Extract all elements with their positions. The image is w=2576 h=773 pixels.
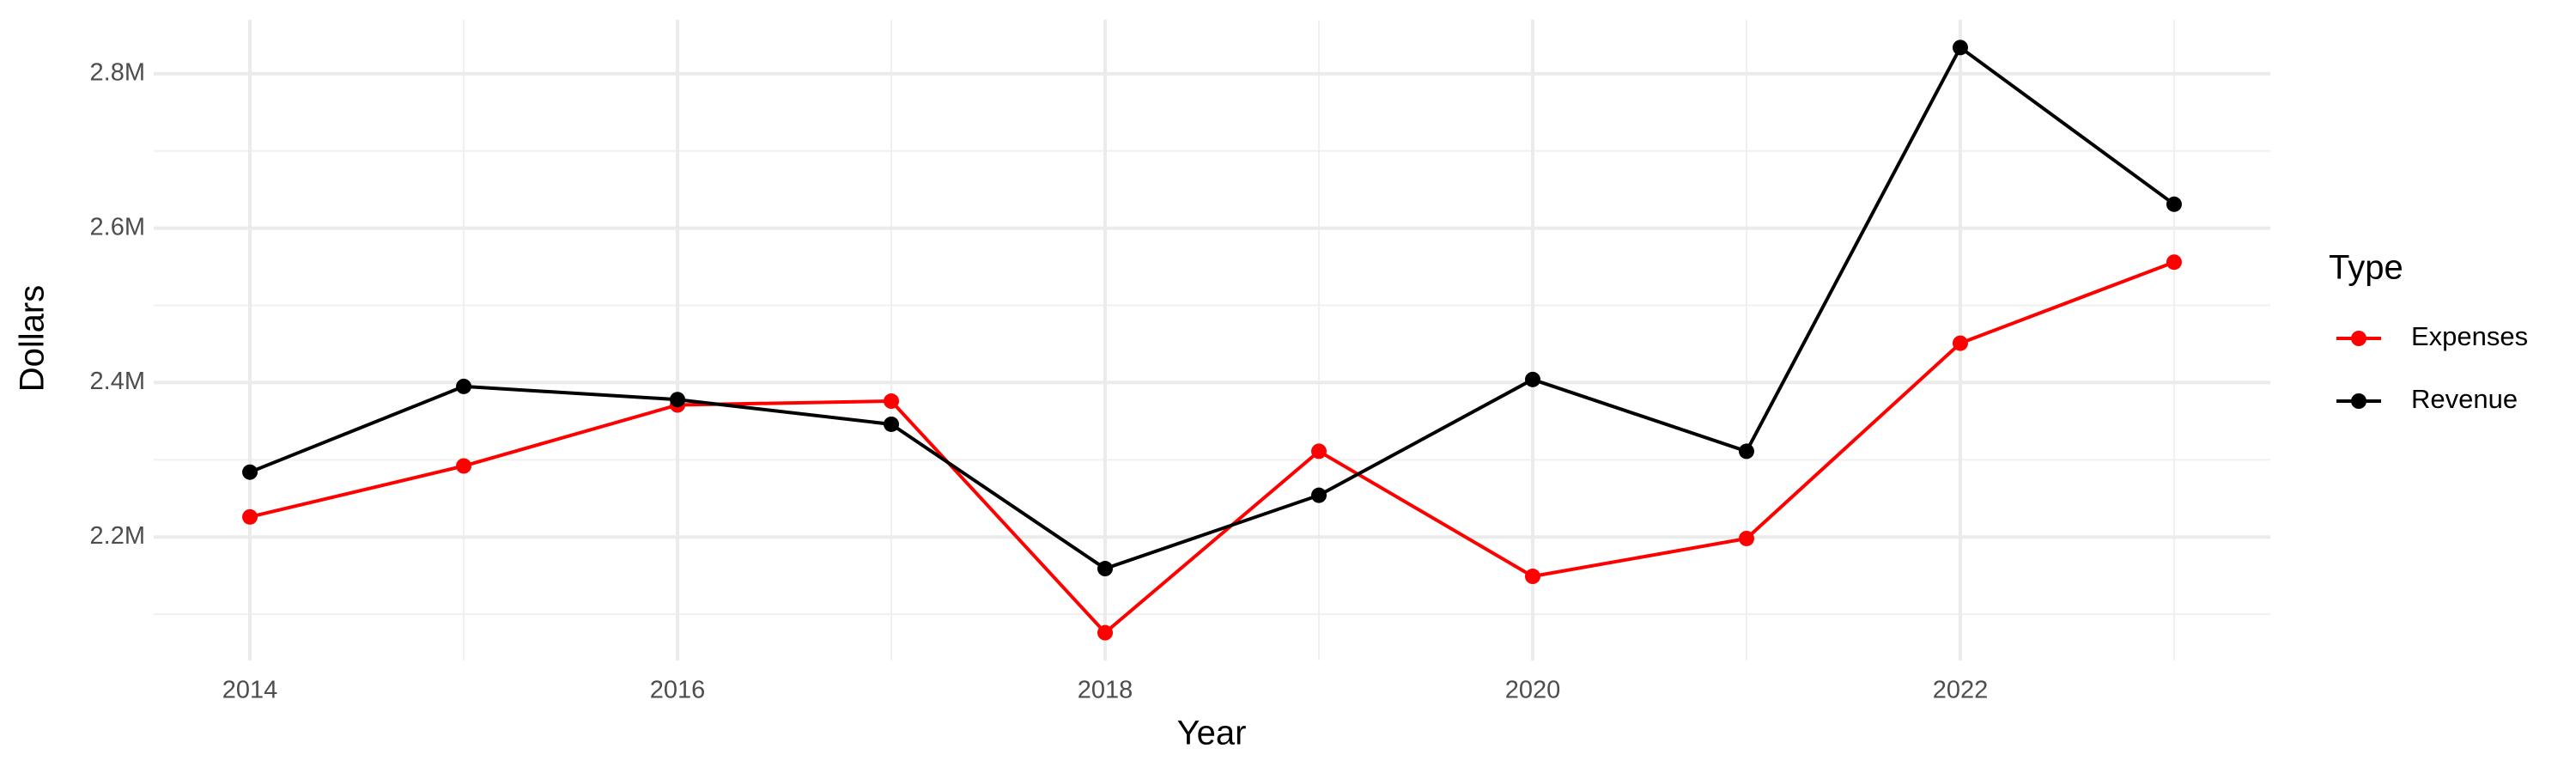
data-point: [1952, 40, 1968, 56]
data-point: [884, 416, 900, 432]
data-point: [2166, 254, 2182, 271]
y-tick-label: 2.2M: [90, 522, 145, 550]
data-point: [1310, 487, 1327, 503]
data-point: [1738, 443, 1754, 460]
x-tick-label: 2018: [1078, 677, 1133, 704]
data-point: [1738, 530, 1754, 546]
data-point: [1524, 371, 1540, 387]
y-tick-label: 2.6M: [90, 213, 145, 240]
x-tick-label: 2014: [222, 677, 278, 704]
x-tick-label: 2016: [650, 677, 706, 704]
legend-title: Type: [2329, 249, 2403, 287]
legend-key-point: [2351, 393, 2366, 409]
y-tick-label: 2.4M: [90, 368, 145, 395]
data-point: [242, 508, 258, 525]
data-point: [1952, 335, 1968, 351]
data-point: [242, 464, 258, 480]
series-line: [249, 45, 2176, 571]
data-point: [1310, 443, 1327, 460]
legend-label: Expenses: [2411, 321, 2528, 351]
series-line: [249, 260, 2175, 636]
x-tick-label: 2020: [1505, 677, 1561, 704]
legend-key-point: [2351, 331, 2366, 346]
data-point: [456, 458, 472, 474]
data-point: [1097, 561, 1114, 577]
data-point: [2166, 196, 2182, 212]
data-point: [1524, 569, 1540, 585]
data-point: [1097, 624, 1114, 641]
data-point: [456, 378, 472, 394]
data-point: [670, 392, 686, 408]
legend-label: Revenue: [2411, 384, 2518, 414]
data-point: [884, 393, 900, 410]
y-axis-title: Dollars: [14, 285, 52, 392]
x-tick-label: 2022: [1933, 677, 1989, 704]
x-axis-title: Year: [1177, 715, 1247, 752]
y-tick-label: 2.8M: [90, 59, 145, 87]
